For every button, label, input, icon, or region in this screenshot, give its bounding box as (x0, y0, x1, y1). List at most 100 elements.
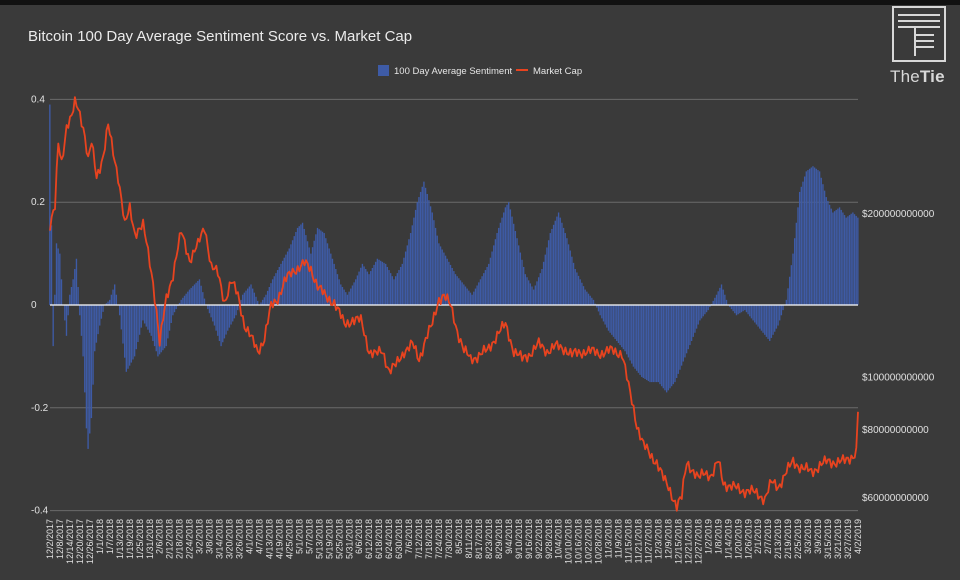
sentiment-bar (720, 284, 723, 305)
sentiment-bar (340, 284, 342, 305)
the-tie-logo-icon (892, 6, 946, 62)
sentiment-bar (499, 222, 502, 305)
sentiment-bar (336, 274, 339, 305)
x-tick-label: 7/24/2018 (434, 519, 444, 559)
sentiment-bar (127, 305, 129, 369)
sentiment-bar (138, 305, 141, 335)
sentiment-bar (523, 266, 525, 305)
sentiment-bar (468, 290, 470, 305)
sentiment-bar (607, 305, 610, 331)
sentiment-bar (255, 296, 257, 305)
sentiment-bar (715, 294, 718, 305)
sentiment-bar (163, 305, 166, 349)
sentiment-bar (208, 305, 211, 314)
sentiment-bar (368, 274, 370, 305)
sentiment-bar (760, 305, 763, 331)
y-left-tick-label: 0 (31, 300, 37, 311)
sentiment-bar (712, 300, 714, 305)
sentiment-bar (74, 269, 76, 305)
sentiment-bar (815, 168, 817, 305)
sentiment-bar (626, 305, 628, 355)
sentiment-bar (848, 215, 851, 305)
x-tick-label: 5/1/2018 (294, 519, 304, 554)
sentiment-bar (641, 305, 643, 377)
sentiment-bar (89, 305, 91, 434)
sentiment-bar (501, 217, 503, 305)
x-tick-label: 3/2/2018 (195, 519, 205, 554)
x-tick-label: 2/25/2019 (793, 519, 803, 559)
sentiment-bar (325, 238, 327, 305)
sentiment-bar (178, 302, 181, 305)
x-tick-label: 3/20/2018 (225, 519, 235, 559)
sentiment-bar (652, 305, 655, 383)
sentiment-bar (732, 305, 734, 312)
sentiment-bar (461, 282, 463, 305)
sentiment-bar (551, 228, 553, 305)
sentiment-bar (576, 272, 578, 305)
the-tie-logo: TheTie (886, 4, 956, 90)
sentiment-bar (222, 305, 224, 343)
sentiment-bar (341, 287, 344, 305)
sentiment-bar (755, 305, 758, 325)
x-tick-label: 12/26/2017 (85, 519, 95, 564)
sentiment-bar (790, 265, 793, 305)
sentiment-bar (680, 305, 683, 366)
sentiment-bar (167, 305, 169, 339)
sentiment-bar (584, 289, 586, 305)
x-tick-label: 7/6/2018 (404, 519, 414, 554)
sentiment-bar (140, 305, 142, 328)
sentiment-bar (752, 305, 754, 321)
sentiment-bar (604, 305, 606, 325)
x-tick-label: 3/9/2019 (813, 519, 823, 554)
sentiment-bar (549, 233, 551, 305)
sentiment-bar (373, 264, 375, 305)
sentiment-bar (326, 243, 329, 305)
x-tick-label: 12/14/2017 (65, 519, 75, 564)
sentiment-bar (552, 224, 555, 305)
sentiment-bar (577, 275, 580, 305)
sentiment-bar (82, 305, 84, 357)
sentiment-bar (180, 299, 182, 305)
sentiment-bar (346, 294, 349, 305)
x-tick-label: 2/1/2019 (753, 519, 763, 554)
sentiment-bar (360, 267, 362, 305)
x-tick-label: 12/9/2018 (664, 519, 674, 559)
sentiment-bar (547, 240, 550, 305)
sentiment-bar (396, 273, 398, 305)
sentiment-bar (218, 305, 221, 341)
sentiment-bar (380, 260, 382, 305)
sentiment-bar (657, 305, 660, 383)
sentiment-bar (393, 279, 395, 305)
sentiment-bar (853, 214, 856, 305)
sentiment-bar (627, 305, 630, 358)
sentiment-bar (612, 305, 615, 337)
sentiment-bar (365, 269, 367, 305)
x-tick-label: 3/27/2019 (843, 519, 853, 559)
sentiment-bar (582, 286, 585, 305)
sentiment-bar (828, 204, 831, 305)
sentiment-bar (842, 212, 844, 305)
sentiment-bar (775, 305, 778, 329)
sentiment-bar (356, 275, 359, 305)
sentiment-bar (426, 193, 428, 305)
sentiment-bar (389, 273, 392, 305)
sentiment-bar (802, 181, 804, 305)
sentiment-bar (115, 294, 118, 305)
sentiment-bar (481, 276, 483, 305)
sentiment-bar (335, 269, 337, 305)
sentiment-bar (271, 279, 274, 305)
sentiment-bar (531, 286, 533, 305)
sentiment-bar (478, 282, 480, 305)
sentiment-bar (519, 252, 522, 305)
sentiment-bar (692, 305, 694, 337)
sentiment-bar (476, 285, 478, 305)
sentiment-bar (235, 305, 237, 316)
sentiment-bar (682, 305, 684, 362)
sentiment-bar (765, 305, 768, 337)
sentiment-bar (434, 227, 437, 305)
x-tick-label: 1/26/2019 (743, 519, 753, 559)
sentiment-bar (192, 286, 194, 305)
sentiment-bar (847, 216, 849, 305)
sentiment-bar (399, 266, 402, 305)
